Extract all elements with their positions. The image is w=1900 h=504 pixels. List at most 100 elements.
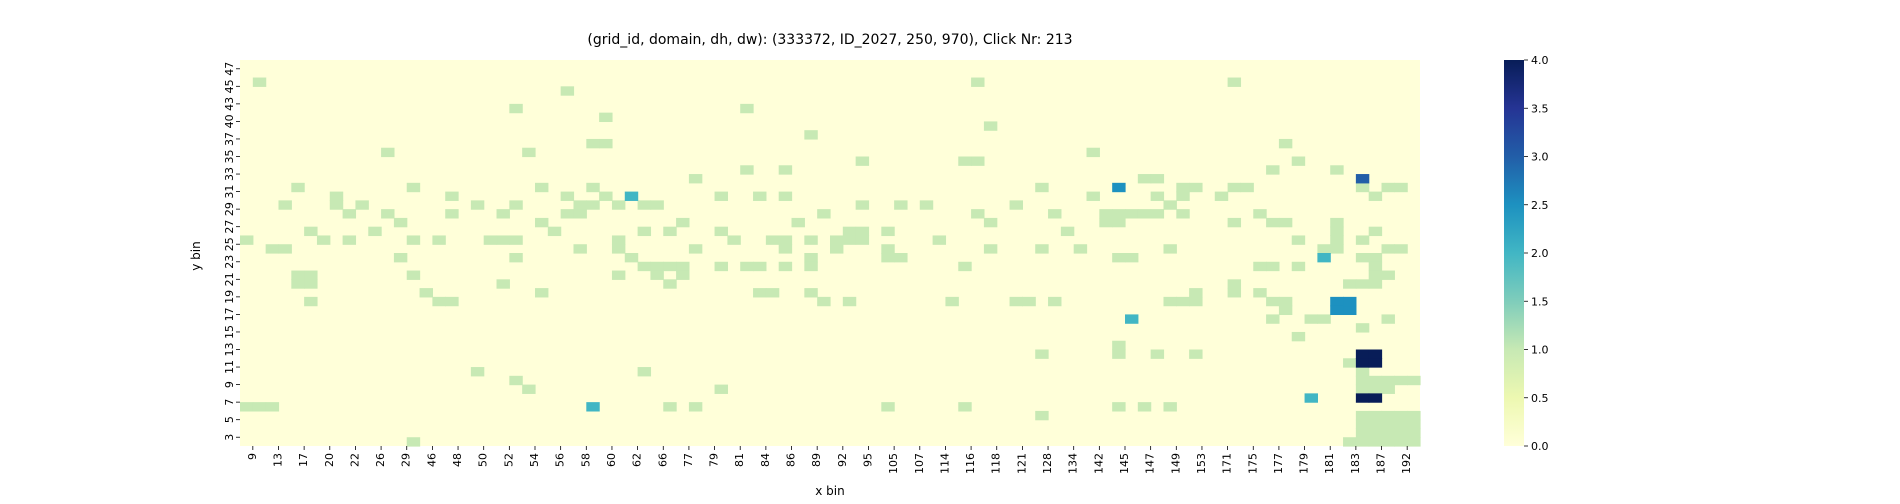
chart-title: (grid_id, domain, dh, dw): (333372, ID_2… — [587, 32, 1072, 48]
heatmap-cell — [1330, 165, 1344, 175]
heatmap-cell — [432, 296, 446, 307]
heatmap-cell — [406, 235, 421, 245]
x-tick-label: 134 — [1067, 453, 1080, 474]
heatmap-cell — [1278, 217, 1293, 228]
heatmap-cell — [1368, 419, 1383, 430]
heatmap-cell — [1394, 244, 1408, 254]
x-tick-label: 145 — [1118, 453, 1131, 474]
heatmap-cell — [1227, 288, 1242, 298]
heatmap-cell — [1304, 393, 1318, 403]
heatmap-cell — [316, 235, 331, 245]
heatmap-cell — [842, 226, 857, 237]
heatmap-cell — [445, 209, 459, 219]
heatmap-cell — [1253, 261, 1267, 272]
heatmap-cell — [252, 402, 267, 412]
heatmap-cell — [329, 191, 344, 201]
heatmap-cell — [342, 209, 357, 219]
heatmap-cell — [1227, 182, 1242, 193]
heatmap-cell — [278, 244, 292, 254]
heatmap-cell — [1317, 253, 1331, 263]
x-tick-label: 46 — [425, 453, 438, 467]
heatmap-cell — [586, 138, 600, 149]
y-tick-label: 40 — [223, 114, 236, 128]
heatmap-cell — [509, 200, 523, 210]
y-axis-label: y bin — [189, 241, 203, 270]
heatmap-cell — [971, 209, 985, 219]
heatmap-cell — [329, 200, 344, 210]
heatmap-cell — [1343, 296, 1357, 307]
heatmap-cell — [1355, 437, 1370, 447]
heatmap-cell — [1381, 384, 1395, 394]
colorbar-tick-label: 2.0 — [1531, 247, 1549, 260]
heatmap-cell — [573, 200, 587, 210]
heatmap-cell — [1407, 410, 1421, 421]
x-tick-label: 13 — [271, 453, 284, 467]
heatmap-cell — [817, 296, 831, 307]
y-tick-label: 25 — [223, 237, 236, 251]
colorbar-tick-label: 1.5 — [1531, 295, 1549, 308]
y-tick-label: 43 — [223, 97, 236, 111]
heatmap-cell — [1099, 209, 1113, 219]
heatmap-cell — [881, 253, 895, 263]
heatmap-cell — [1355, 235, 1370, 245]
x-tick-label: 86 — [785, 453, 798, 467]
heatmap-cell — [1266, 261, 1280, 272]
heatmap-cell — [753, 191, 767, 201]
y-tick-label: 3 — [223, 434, 236, 441]
heatmap-cell — [1330, 226, 1344, 237]
heatmap-cell — [1394, 419, 1408, 430]
heatmap-cell — [368, 226, 382, 237]
heatmap-cell — [842, 235, 857, 245]
heatmap-cell — [676, 217, 690, 228]
heatmap-cell — [1368, 358, 1383, 368]
heatmap-cell — [1266, 217, 1280, 228]
x-tick-label: 147 — [1144, 453, 1157, 474]
heatmap-cell — [1137, 209, 1152, 219]
heatmap-cell — [445, 191, 459, 201]
heatmap-cell — [932, 235, 947, 245]
heatmap-cell — [894, 253, 908, 263]
heatmap-cell — [1355, 279, 1370, 289]
heatmap-cell — [804, 261, 818, 272]
x-tick-label: 107 — [913, 453, 926, 474]
heatmap-cells — [240, 60, 1421, 447]
colorbar-tick-label: 3.5 — [1531, 102, 1549, 115]
x-tick-label: 20 — [323, 453, 336, 467]
heatmap-cell — [1035, 349, 1049, 359]
x-tick-label: 48 — [451, 453, 464, 467]
heatmap-cell — [252, 77, 267, 87]
x-tick-label: 171 — [1221, 453, 1234, 474]
heatmap-cell — [1381, 270, 1395, 280]
x-axis-ticks: 9 13 17 20 22 26 29 46 48 50 52 54 56 58 60 62 66 77 79 81 8… — [246, 446, 1413, 474]
heatmap-cell — [240, 235, 254, 245]
heatmap-cell — [637, 261, 652, 272]
heatmap-cell — [586, 200, 600, 210]
colorbar-bar — [1504, 60, 1524, 446]
x-tick-label: 181 — [1323, 453, 1336, 474]
heatmap-cell — [1266, 165, 1280, 175]
heatmap-cell — [624, 253, 639, 263]
heatmap-cell — [1048, 209, 1062, 219]
heatmap-cell — [740, 261, 754, 272]
heatmap-cell — [1086, 147, 1100, 158]
heatmap-cell — [1266, 296, 1280, 307]
heatmap-cell — [663, 226, 677, 237]
heatmap-cell — [1048, 296, 1062, 307]
heatmap-cell — [1330, 235, 1344, 245]
heatmap-cell — [560, 86, 575, 96]
heatmap-cell — [1368, 253, 1383, 263]
heatmap-cell — [535, 217, 549, 228]
heatmap-cell — [304, 270, 318, 280]
x-tick-label: 118 — [990, 453, 1003, 474]
heatmap-cell — [740, 165, 754, 175]
heatmap-cell — [304, 279, 318, 289]
heatmap-cell — [765, 288, 780, 298]
heatmap-cell — [714, 384, 728, 394]
heatmap-cell — [1330, 217, 1344, 228]
heatmap-cell — [1112, 402, 1126, 412]
heatmap-cell — [265, 402, 280, 412]
heatmap-cell — [573, 244, 587, 254]
heatmap-cell — [1343, 305, 1357, 316]
heatmap-cell — [1355, 419, 1370, 430]
heatmap-cell — [1368, 384, 1383, 394]
